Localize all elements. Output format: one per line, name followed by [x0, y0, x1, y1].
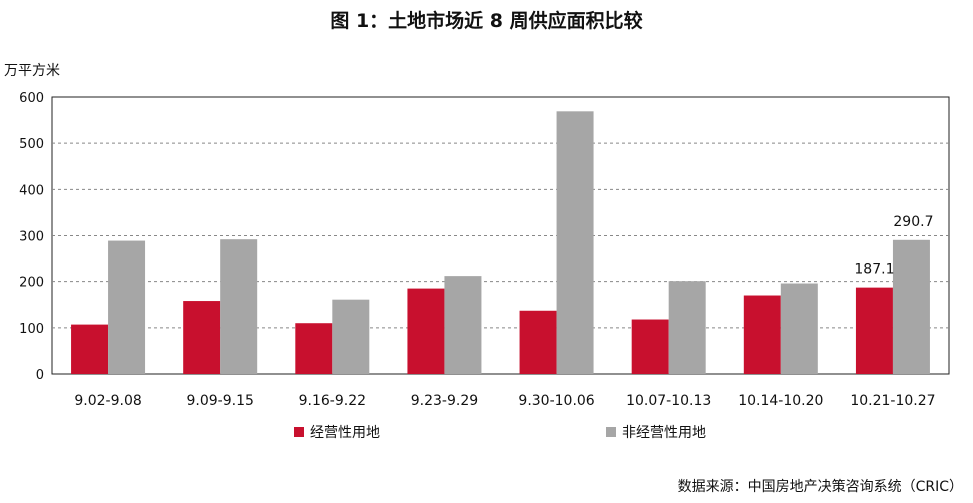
- bar-non-operating: [108, 240, 146, 374]
- bar-operating: [631, 319, 669, 374]
- x-category-label: 10.14-10.20: [738, 393, 823, 409]
- bar-non-operating: [556, 111, 594, 374]
- bar-operating: [295, 323, 333, 374]
- data-label: 290.7: [893, 214, 933, 230]
- bar-operating: [855, 287, 893, 374]
- x-category-label: 9.30-10.06: [518, 393, 594, 409]
- bar-non-operating: [332, 299, 370, 374]
- x-category-label: 9.09-9.15: [186, 393, 253, 409]
- y-tick-label: 600: [19, 91, 44, 106]
- bar-non-operating: [220, 239, 258, 374]
- data-label: 187.1: [854, 262, 894, 278]
- data-source-note: 数据来源：中国房地产决策咨询系统（CRIC）: [677, 479, 963, 495]
- y-tick-label: 100: [19, 322, 44, 337]
- bar-operating: [183, 301, 221, 374]
- bar-non-operating: [668, 281, 706, 374]
- legend-label: 非经营性用地: [622, 425, 706, 441]
- x-category-label: 9.23-9.29: [411, 393, 478, 409]
- y-tick-label: 0: [36, 368, 44, 383]
- bar-operating: [407, 288, 445, 374]
- y-tick-label: 300: [19, 230, 44, 245]
- bar-non-operating: [892, 239, 930, 374]
- bar-operating: [519, 310, 557, 374]
- y-tick-label: 400: [19, 183, 44, 198]
- legend-label: 经营性用地: [310, 425, 380, 441]
- y-tick-label: 500: [19, 137, 44, 152]
- y-tick-label: 200: [19, 276, 44, 291]
- bar-operating: [71, 324, 109, 374]
- x-category-label: 9.02-9.08: [74, 393, 141, 409]
- x-category-label: 9.16-9.22: [299, 393, 366, 409]
- x-category-label: 10.07-10.13: [626, 393, 711, 409]
- chart-title: 图 1：土地市场近 8 周供应面积比较: [330, 10, 643, 32]
- bar-non-operating: [444, 276, 482, 374]
- y-axis-unit-label: 万平方米: [4, 63, 60, 79]
- bar-non-operating: [780, 283, 818, 374]
- bar-operating: [743, 295, 781, 374]
- legend-swatch: [294, 427, 304, 437]
- legend-swatch: [606, 427, 616, 437]
- x-category-label: 10.21-10.27: [850, 393, 935, 409]
